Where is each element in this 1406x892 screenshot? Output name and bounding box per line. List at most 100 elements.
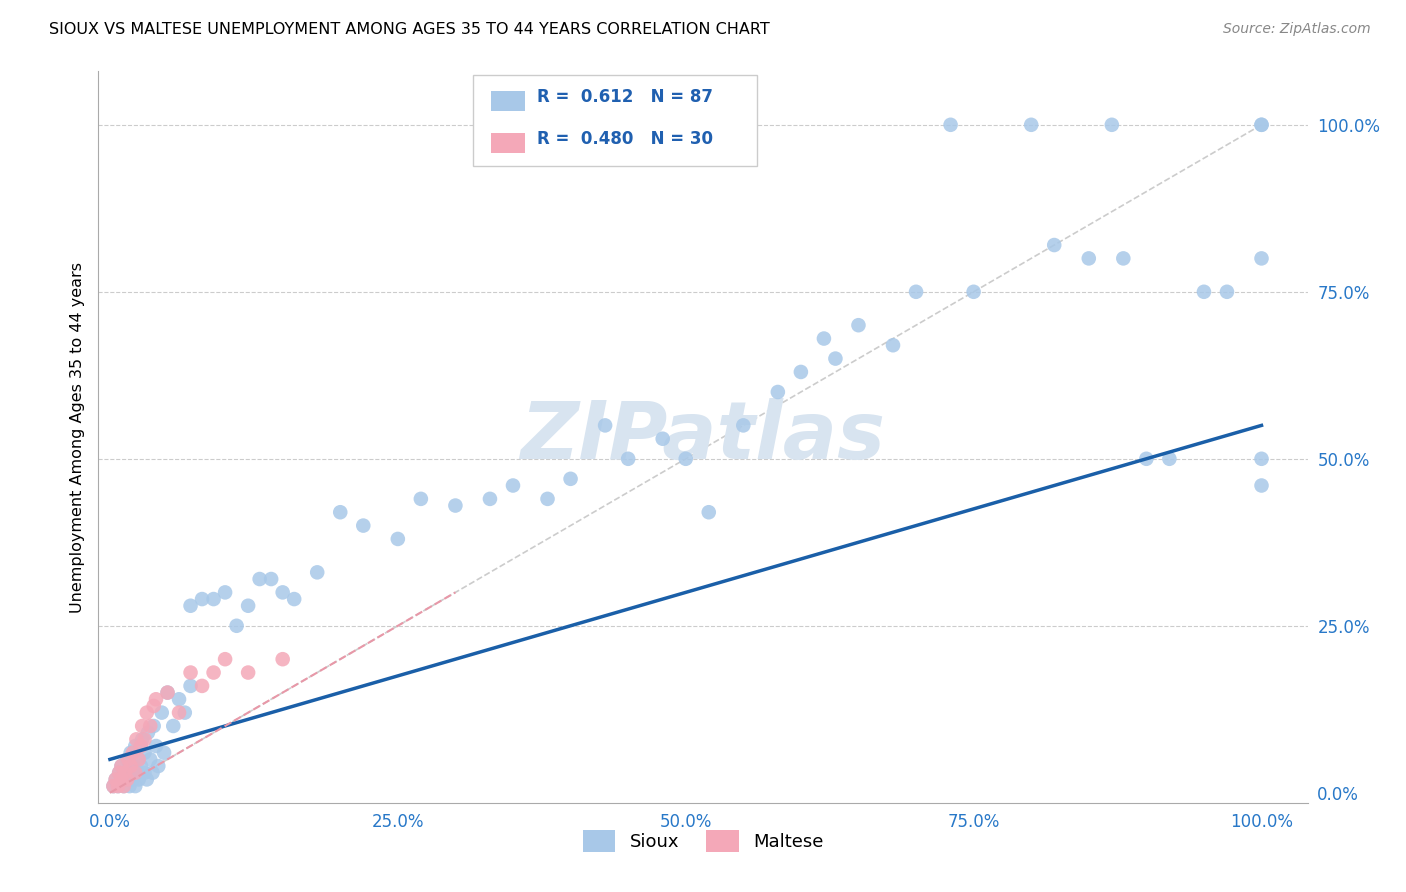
Point bbox=[651, 432, 673, 446]
Point bbox=[135, 772, 157, 787]
Point bbox=[191, 592, 214, 607]
Point bbox=[214, 652, 236, 666]
Point bbox=[114, 765, 136, 780]
Point bbox=[156, 685, 179, 699]
Point bbox=[141, 765, 163, 780]
Point bbox=[236, 665, 259, 680]
Point bbox=[1159, 451, 1181, 466]
Point bbox=[882, 338, 904, 352]
Point bbox=[214, 585, 236, 599]
Point bbox=[118, 779, 141, 793]
Point bbox=[104, 772, 127, 787]
Point bbox=[202, 592, 225, 607]
Point bbox=[156, 685, 179, 699]
Point bbox=[124, 739, 146, 753]
Point bbox=[108, 765, 131, 780]
Point bbox=[962, 285, 984, 299]
Point bbox=[733, 418, 755, 433]
Point bbox=[1250, 118, 1272, 132]
Point bbox=[444, 499, 467, 513]
Point bbox=[675, 451, 697, 466]
Point bbox=[352, 518, 374, 533]
Point bbox=[134, 765, 156, 780]
Point bbox=[387, 532, 409, 546]
Point bbox=[124, 779, 146, 793]
Point bbox=[129, 739, 152, 753]
Point bbox=[107, 779, 129, 793]
Point bbox=[125, 732, 148, 747]
Point bbox=[148, 759, 170, 773]
Point bbox=[1112, 252, 1135, 266]
Point bbox=[905, 285, 928, 299]
Y-axis label: Unemployment Among Ages 35 to 44 years: Unemployment Among Ages 35 to 44 years bbox=[69, 261, 84, 613]
Point bbox=[112, 779, 135, 793]
Point bbox=[766, 384, 789, 399]
Point bbox=[478, 491, 501, 506]
Point bbox=[202, 665, 225, 680]
Point bbox=[112, 779, 135, 793]
Point bbox=[1019, 118, 1042, 132]
Point bbox=[122, 772, 145, 787]
Point bbox=[115, 772, 138, 787]
Point bbox=[180, 665, 202, 680]
Point bbox=[135, 706, 157, 720]
Point bbox=[128, 752, 150, 766]
Point bbox=[122, 746, 145, 760]
Point bbox=[103, 779, 125, 793]
Point bbox=[131, 732, 153, 747]
Legend: Sioux, Maltese: Sioux, Maltese bbox=[575, 823, 831, 860]
Point bbox=[180, 679, 202, 693]
Text: SIOUX VS MALTESE UNEMPLOYMENT AMONG AGES 35 TO 44 YEARS CORRELATION CHART: SIOUX VS MALTESE UNEMPLOYMENT AMONG AGES… bbox=[49, 22, 770, 37]
Point bbox=[329, 505, 352, 519]
Point bbox=[593, 418, 616, 433]
Point bbox=[167, 706, 190, 720]
Point bbox=[136, 725, 159, 739]
Point bbox=[134, 746, 156, 760]
Point bbox=[502, 478, 524, 492]
Point bbox=[117, 752, 139, 766]
Point bbox=[1216, 285, 1239, 299]
Point bbox=[560, 472, 582, 486]
Point bbox=[110, 772, 132, 787]
Point bbox=[939, 118, 962, 132]
Point bbox=[283, 592, 305, 607]
Text: R =  0.612   N = 87: R = 0.612 N = 87 bbox=[537, 88, 713, 106]
Point bbox=[249, 572, 271, 586]
Point bbox=[110, 759, 132, 773]
Point bbox=[180, 599, 202, 613]
Point bbox=[1250, 252, 1272, 266]
Point bbox=[1043, 238, 1066, 252]
Bar bbox=[492, 91, 526, 111]
Point bbox=[790, 365, 813, 379]
FancyBboxPatch shape bbox=[474, 75, 758, 167]
Point bbox=[139, 752, 162, 766]
Point bbox=[128, 752, 150, 766]
Point bbox=[115, 752, 138, 766]
Point bbox=[139, 719, 162, 733]
Point bbox=[120, 746, 142, 760]
Point bbox=[409, 491, 432, 506]
Point bbox=[307, 566, 329, 580]
Point bbox=[1192, 285, 1215, 299]
Point bbox=[120, 759, 142, 773]
Bar bbox=[492, 133, 526, 153]
Point bbox=[225, 619, 247, 633]
Point bbox=[110, 759, 132, 773]
Point bbox=[145, 739, 167, 753]
Point bbox=[142, 698, 165, 713]
Text: R =  0.480   N = 30: R = 0.480 N = 30 bbox=[537, 129, 713, 148]
Point bbox=[271, 585, 294, 599]
Point bbox=[127, 765, 149, 780]
Point bbox=[153, 746, 176, 760]
Point bbox=[617, 451, 640, 466]
Point bbox=[260, 572, 283, 586]
Point bbox=[104, 772, 127, 787]
Point bbox=[124, 765, 146, 780]
Point bbox=[107, 779, 129, 793]
Point bbox=[1135, 451, 1157, 466]
Point bbox=[271, 652, 294, 666]
Point bbox=[173, 706, 195, 720]
Point bbox=[115, 772, 138, 787]
Point bbox=[162, 719, 184, 733]
Text: ZIPatlas: ZIPatlas bbox=[520, 398, 886, 476]
